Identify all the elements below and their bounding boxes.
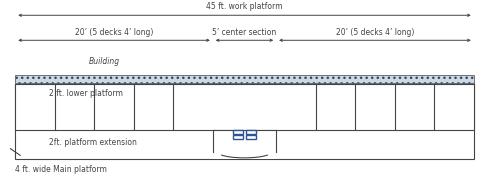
Bar bbox=[15, 84, 473, 130]
Text: 2 ft. lower platform: 2 ft. lower platform bbox=[49, 89, 123, 99]
Text: 20’ (5 decks 4’ long): 20’ (5 decks 4’ long) bbox=[75, 28, 153, 37]
Bar bbox=[232, 130, 243, 134]
Bar bbox=[212, 130, 276, 159]
Text: 5’ center section: 5’ center section bbox=[212, 28, 276, 37]
Bar bbox=[245, 130, 256, 134]
Text: 4 ft. wide Main platform: 4 ft. wide Main platform bbox=[15, 165, 107, 174]
Bar bbox=[15, 84, 473, 159]
Bar bbox=[245, 135, 256, 139]
Text: 45 ft. work platform: 45 ft. work platform bbox=[206, 2, 282, 11]
Text: 2ft. platform extension: 2ft. platform extension bbox=[49, 138, 137, 147]
Text: Building: Building bbox=[88, 58, 120, 67]
Bar bbox=[15, 75, 473, 83]
Text: 20’ (5 decks 4’ long): 20’ (5 decks 4’ long) bbox=[335, 28, 413, 37]
Bar bbox=[232, 135, 243, 139]
